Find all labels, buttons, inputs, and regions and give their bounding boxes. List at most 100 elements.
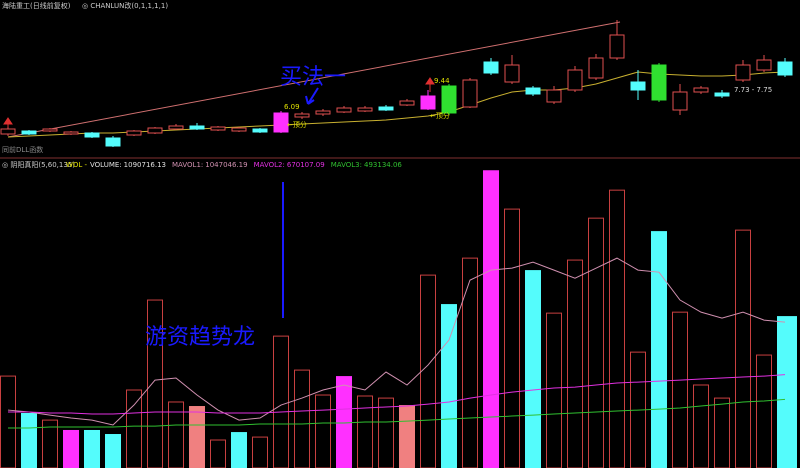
candle-body: [0, 128, 16, 135]
legend-name: MAVOL1:: [172, 161, 203, 169]
volume-bar: [525, 270, 541, 468]
volume-bar: [84, 429, 100, 468]
volume-bar: [315, 394, 331, 468]
candle-body: [420, 95, 436, 110]
candle-body: [105, 137, 121, 147]
candle-body: [147, 127, 163, 134]
candle-body: [777, 61, 793, 76]
subtitle: ◎ CHANLUN改(0,1,1,1,1): [82, 1, 168, 10]
annotation: ←顶分: [430, 111, 450, 120]
annotation: 游资趋势龙: [145, 325, 255, 350]
candle-body: [546, 89, 562, 103]
trend-line: [7, 21, 621, 138]
volume-bar: [147, 299, 163, 468]
candle-body: [630, 81, 646, 91]
moving-average: [7, 71, 786, 138]
up-arrow: [425, 77, 435, 92]
candle-body: [441, 85, 457, 114]
volume-bar: [504, 208, 520, 468]
candle-body: [210, 126, 226, 131]
volume-bar: [483, 170, 499, 468]
candle-body: [294, 113, 310, 118]
volume-bar: [462, 257, 478, 468]
candle-body: [651, 64, 667, 101]
volume-bar: [336, 376, 352, 468]
candle-body: [714, 92, 730, 97]
volume-bar: [231, 432, 247, 468]
volume-bar: [546, 312, 562, 468]
volume-bar: [42, 419, 58, 468]
candle-body: [567, 69, 583, 91]
volume-average: [8, 374, 786, 415]
volume-bar: [357, 395, 373, 468]
volume-bar: [735, 229, 751, 468]
volume-bar: [0, 375, 16, 468]
volume-bar: [63, 429, 79, 468]
title: 海陆重工(日线前复权): [2, 1, 71, 10]
legend-value: 670107.09: [287, 161, 325, 169]
candle-body: [756, 59, 772, 71]
volume-bar: [777, 316, 797, 468]
candle-body: [273, 112, 289, 133]
candle-body: [357, 107, 373, 112]
volume-bar: [672, 311, 688, 468]
candle-body: [735, 64, 751, 81]
volume-bar: [441, 304, 457, 468]
candle-body: [483, 61, 499, 74]
candle-body: [588, 57, 604, 79]
annotation: 9.44: [434, 77, 450, 85]
candle-body: [63, 131, 79, 135]
volume-bar: [609, 189, 625, 468]
indicator-prefix: WOL -: [66, 161, 88, 169]
volume-bar: [168, 401, 184, 468]
volume-bar: [693, 384, 709, 468]
legend-name: VOLUME:: [90, 161, 122, 169]
candle-body: [42, 128, 58, 132]
candle-body: [126, 130, 142, 136]
volume-bar: [126, 389, 142, 468]
volume-bar: [21, 412, 37, 468]
candle-body: [462, 79, 478, 108]
candle-body: [252, 128, 268, 133]
annotation: 6.09: [284, 103, 300, 111]
volume-bar: [294, 369, 310, 468]
candle-body: [21, 130, 37, 135]
legend-value: 1047046.19: [205, 161, 247, 169]
candle-body: [399, 100, 415, 106]
volume-bar: [651, 231, 667, 468]
candle-body: [336, 107, 352, 113]
volume-bar: [378, 397, 394, 468]
legend-name: MAVOL3:: [331, 161, 362, 169]
annotation: 7.73 - 7.75: [734, 86, 772, 94]
volume-bar: [420, 274, 436, 468]
volume-average: [8, 398, 786, 429]
candle-body: [609, 34, 625, 59]
footer: 同前DLL函数: [2, 145, 43, 154]
candle-body: [378, 106, 394, 111]
candle-body: [84, 132, 100, 138]
candle-body: [315, 110, 331, 115]
candle-body: [231, 127, 247, 132]
legend-value: 1090716.13: [124, 161, 166, 169]
legend-name: MAVOL2:: [254, 161, 285, 169]
arrow: [305, 87, 319, 105]
candle-body: [525, 87, 541, 95]
volume-bar: [105, 434, 121, 468]
annotation: ←顶分: [287, 120, 307, 129]
candle-body: [504, 64, 520, 83]
volume-bar: [588, 217, 604, 468]
volume-bar: [273, 335, 289, 468]
candle-body: [672, 91, 688, 111]
candle-body: [693, 87, 709, 93]
volume-bar: [189, 406, 205, 468]
legend-value: 493134.06: [364, 161, 402, 169]
panel-title: ◎ 阴阳真阳(5,60,135): [2, 160, 75, 169]
volume-bar: [756, 354, 772, 468]
volume-bar: [252, 436, 268, 468]
volume-bar: [210, 439, 226, 468]
volume-average: [7, 257, 786, 426]
volume-bar: [399, 405, 415, 468]
annotation: 买法一: [280, 65, 346, 90]
